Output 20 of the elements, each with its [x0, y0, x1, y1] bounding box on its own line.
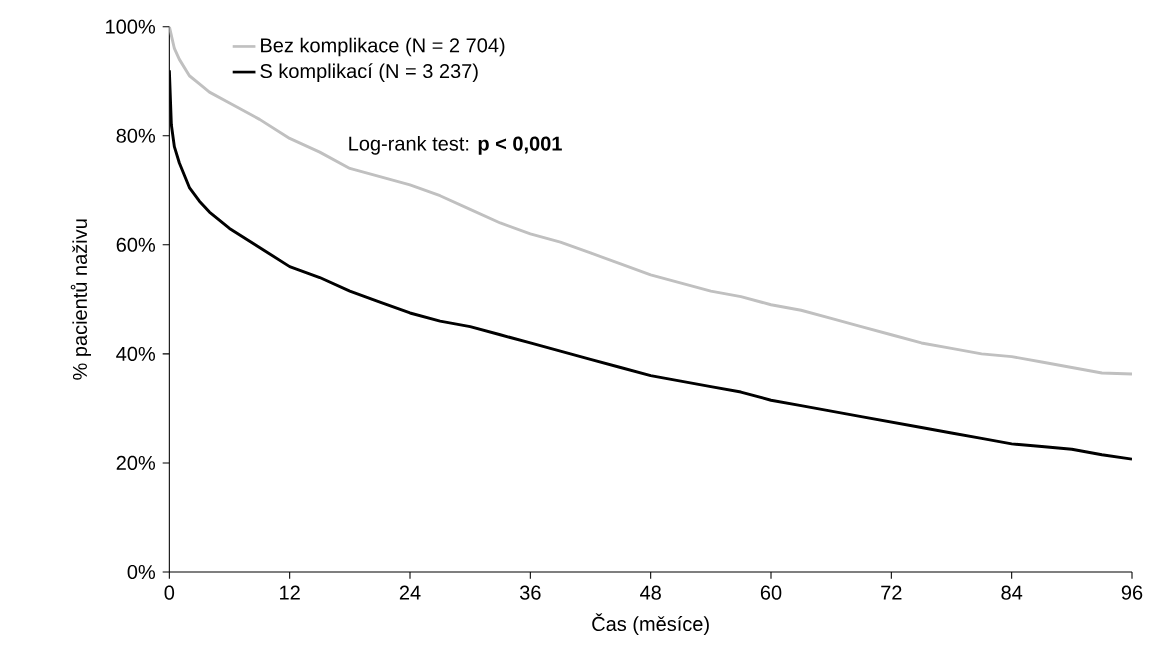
x-tick-label: 12 [280, 585, 300, 600]
y-tick-label: 0% [127, 564, 156, 580]
y-axis-title: % pacientů naživu [70, 219, 91, 380]
x-tick-label: 96 [1121, 585, 1143, 600]
y-tick-label: 20% [116, 455, 156, 471]
x-axis-title: Čas (měsíce) [592, 613, 709, 635]
x-tick-label: 36 [519, 585, 541, 600]
y-tick-label: 100% [106, 19, 156, 34]
x-tick-label: 84 [1001, 585, 1023, 600]
x-tick-label: 60 [760, 585, 782, 600]
legend-label: S komplikací (N = 3 237) [260, 63, 478, 83]
x-tick-label: 0 [164, 585, 175, 600]
x-tick-label: 24 [399, 585, 421, 600]
annotation: Log-rank test: p < 0,001 [349, 136, 562, 155]
y-tick-label: 80% [116, 128, 156, 143]
y-tick-label: 40% [116, 346, 156, 361]
x-tick-label: 48 [640, 585, 661, 600]
x-tick-label: 72 [881, 585, 902, 600]
legend-label: Bez komplikace (N = 2 704) [261, 37, 505, 57]
y-tick-label: 60% [116, 237, 156, 252]
